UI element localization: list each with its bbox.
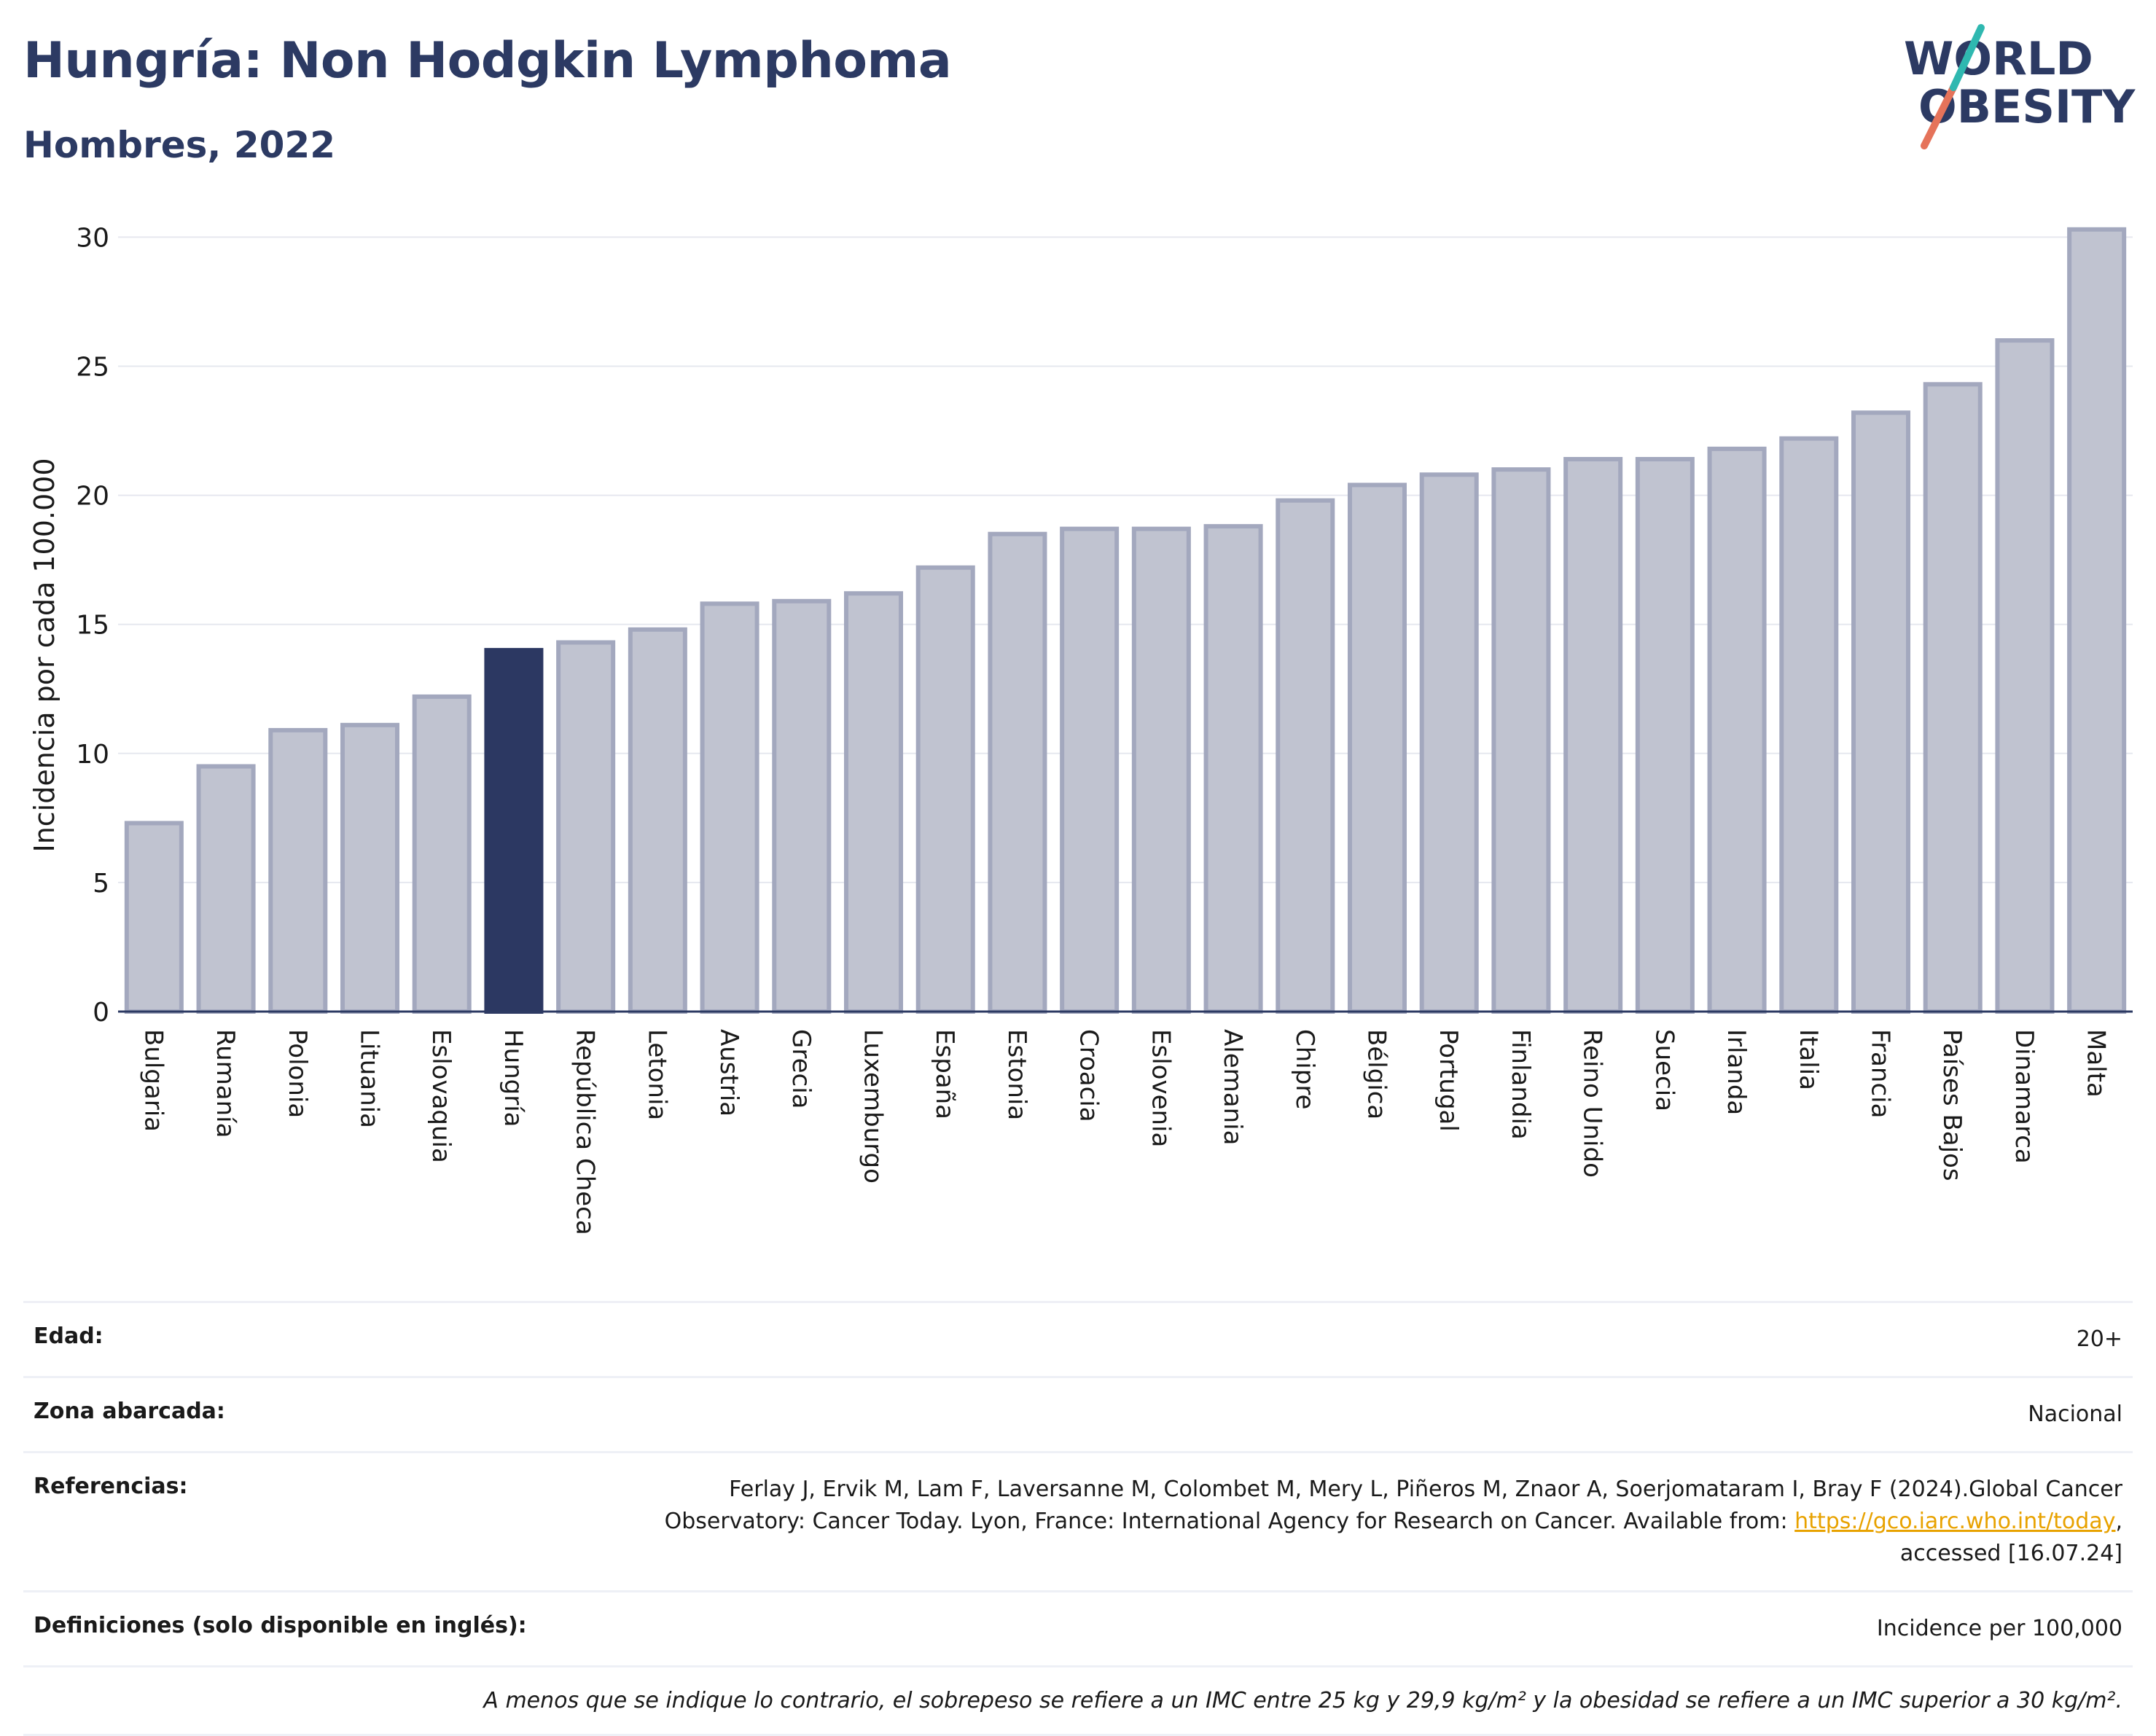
references-accessed: , accessed [16.07.24] — [1899, 1509, 2122, 1566]
bar — [1779, 436, 1839, 1014]
x-tick-label: Hungría — [499, 1029, 528, 1127]
bar — [1203, 524, 1263, 1014]
x-tick-label: Luxemburgo — [859, 1029, 888, 1184]
bar — [1131, 526, 1191, 1014]
references-row: Referencias: Ferlay J, Ervik M, Lam F, L… — [23, 1451, 2133, 1590]
x-tick-label: Eslovenia — [1146, 1029, 1175, 1147]
bars — [124, 227, 2127, 1014]
area-label: Zona abarcada: — [34, 1399, 225, 1424]
y-tick-label: 10 — [76, 740, 109, 770]
age-row: Edad: 20+ — [23, 1301, 2133, 1376]
info-table: Edad: 20+ Zona abarcada: Nacional Refere… — [23, 1301, 2133, 1736]
area-row: Zona abarcada: Nacional — [23, 1376, 2133, 1451]
x-tick-label: Austria — [714, 1029, 743, 1117]
page-subtitle: Hombres, 2022 — [23, 124, 335, 166]
x-tick-label: Francia — [1866, 1029, 1895, 1118]
footnote: A menos que se indique lo contrario, el … — [483, 1688, 2122, 1713]
x-tick-label: Países Bajos — [1937, 1029, 1966, 1181]
y-tick-label: 30 — [76, 223, 109, 253]
y-tick-label: 5 — [93, 869, 109, 899]
bar — [628, 627, 687, 1014]
bar — [340, 722, 400, 1014]
x-tick-label: Chipre — [1290, 1029, 1319, 1109]
bar — [1635, 457, 1695, 1014]
page-title: Hungría: Non Hodgkin Lymphoma — [23, 32, 952, 90]
age-label: Edad: — [34, 1323, 103, 1349]
x-tick-label: Suecia — [1649, 1029, 1679, 1111]
x-tick-label: Eslovaquia — [426, 1029, 456, 1163]
y-tick-label: 25 — [76, 353, 109, 383]
bar — [124, 821, 184, 1014]
x-tick-label: Alemania — [1218, 1029, 1247, 1145]
bar — [1276, 498, 1335, 1014]
logo-line1: WORLD — [1904, 32, 2093, 85]
bar — [1851, 410, 1911, 1014]
bar — [1347, 482, 1407, 1014]
bar — [700, 601, 759, 1014]
x-tick-label: Bulgaria — [138, 1029, 168, 1132]
x-tick-label: Portugal — [1434, 1029, 1463, 1132]
x-tick-label: Bélgica — [1362, 1029, 1391, 1119]
x-tick-label: Lituania — [355, 1029, 384, 1128]
references-text: Ferlay J, Ervik M, Lam F, Laversanne M, … — [664, 1477, 2122, 1534]
bar — [1419, 472, 1479, 1014]
x-axis-labels: Bulgaria Rumanía Polonia Lituania Eslovaquia… — [138, 1029, 2110, 1235]
bar — [843, 591, 904, 1014]
x-tick-label: Grecia — [786, 1029, 816, 1109]
bar — [1491, 467, 1551, 1014]
y-tick-label: 15 — [76, 611, 109, 641]
bar — [268, 727, 328, 1014]
x-tick-label: Malta — [2082, 1029, 2111, 1098]
references-value: Ferlay J, Ervik M, Lam F, Laversanne M, … — [592, 1474, 2122, 1570]
bar-chart: 0 5 10 15 20 25 30 Bulgaria Rumanía Polonia Litua… — [28, 223, 2133, 1235]
x-tick-label: Estonia — [1002, 1029, 1031, 1120]
x-tick-label: Irlanda — [1722, 1029, 1751, 1115]
y-tick-label: 20 — [76, 482, 109, 512]
definitions-row: Definiciones (solo disponible en inglés)… — [23, 1590, 2133, 1665]
bar — [556, 640, 616, 1014]
x-tick-label: República Checa — [571, 1029, 600, 1235]
bar-highlight — [484, 648, 544, 1014]
footnote-row: A menos que se indique lo contrario, el … — [23, 1665, 2133, 1736]
x-tick-label: Reino Unido — [1578, 1029, 1607, 1178]
bar — [772, 598, 832, 1014]
area-value: Nacional — [2028, 1401, 2122, 1427]
logo-slash-upper — [1950, 24, 1985, 91]
x-tick-label: Rumanía — [211, 1029, 240, 1138]
definitions-label: Definiciones (solo disponible en inglés)… — [34, 1613, 527, 1638]
world-obesity-logo: WORLD OBESITY — [1904, 24, 2136, 149]
logo-slash-lower — [1921, 84, 1957, 149]
definitions-value: Incidence per 100,000 — [1876, 1616, 2122, 1641]
bar — [412, 694, 472, 1014]
age-value: 20+ — [2076, 1326, 2122, 1352]
bar — [1563, 457, 1623, 1014]
x-tick-label: Letonia — [642, 1029, 671, 1120]
x-tick-label: Finlandia — [1506, 1029, 1535, 1140]
x-tick-label: Italia — [1794, 1029, 1823, 1090]
x-tick-label: Dinamarca — [2009, 1029, 2039, 1164]
bar — [1060, 526, 1120, 1014]
bar — [915, 565, 975, 1014]
y-tick-label: 0 — [93, 998, 109, 1028]
bar — [1995, 338, 2055, 1014]
x-tick-label: Polonia — [283, 1029, 312, 1118]
y-axis-title: Incidencia por cada 100.000 — [28, 458, 60, 852]
bar — [1707, 446, 1767, 1014]
references-link[interactable]: https://gco.iarc.who.int/today — [1794, 1509, 2116, 1534]
bar — [196, 764, 256, 1014]
y-axis-ticks: 0 5 10 15 20 25 30 — [76, 223, 109, 1028]
references-label: Referencias: — [34, 1474, 188, 1499]
bar — [1923, 382, 1983, 1014]
x-tick-label: Croacia — [1074, 1029, 1104, 1122]
bar — [2067, 227, 2127, 1014]
bar — [988, 531, 1047, 1014]
x-tick-label: España — [930, 1029, 959, 1119]
